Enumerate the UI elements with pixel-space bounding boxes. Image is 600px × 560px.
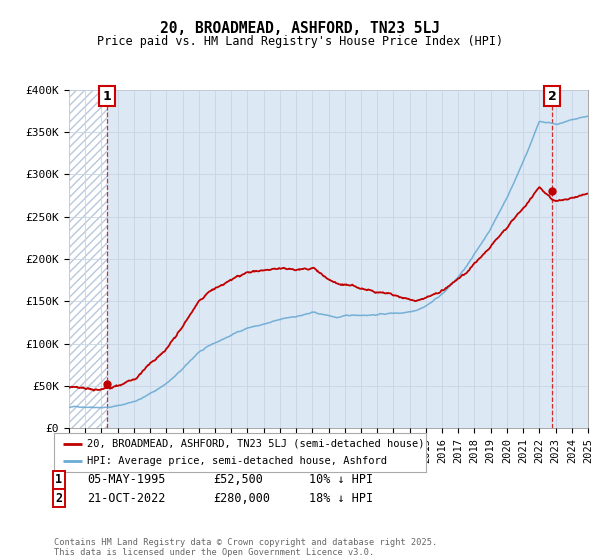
Text: £52,500: £52,500 <box>213 473 263 487</box>
Text: 1: 1 <box>103 90 112 102</box>
Text: 21-OCT-2022: 21-OCT-2022 <box>87 492 166 505</box>
Text: £280,000: £280,000 <box>213 492 270 505</box>
Bar <box>69 90 107 428</box>
Text: Price paid vs. HM Land Registry's House Price Index (HPI): Price paid vs. HM Land Registry's House … <box>97 35 503 48</box>
Text: Contains HM Land Registry data © Crown copyright and database right 2025.
This d: Contains HM Land Registry data © Crown c… <box>54 538 437 557</box>
Text: HPI: Average price, semi-detached house, Ashford: HPI: Average price, semi-detached house,… <box>88 456 388 466</box>
Text: 05-MAY-1995: 05-MAY-1995 <box>87 473 166 487</box>
Text: 2: 2 <box>55 492 62 505</box>
Text: 1: 1 <box>55 473 62 487</box>
Text: 20, BROADMEAD, ASHFORD, TN23 5LJ: 20, BROADMEAD, ASHFORD, TN23 5LJ <box>160 21 440 36</box>
Text: 10% ↓ HPI: 10% ↓ HPI <box>309 473 373 487</box>
Text: 2: 2 <box>548 90 557 102</box>
Text: 20, BROADMEAD, ASHFORD, TN23 5LJ (semi-detached house): 20, BROADMEAD, ASHFORD, TN23 5LJ (semi-d… <box>88 438 425 449</box>
Text: 18% ↓ HPI: 18% ↓ HPI <box>309 492 373 505</box>
